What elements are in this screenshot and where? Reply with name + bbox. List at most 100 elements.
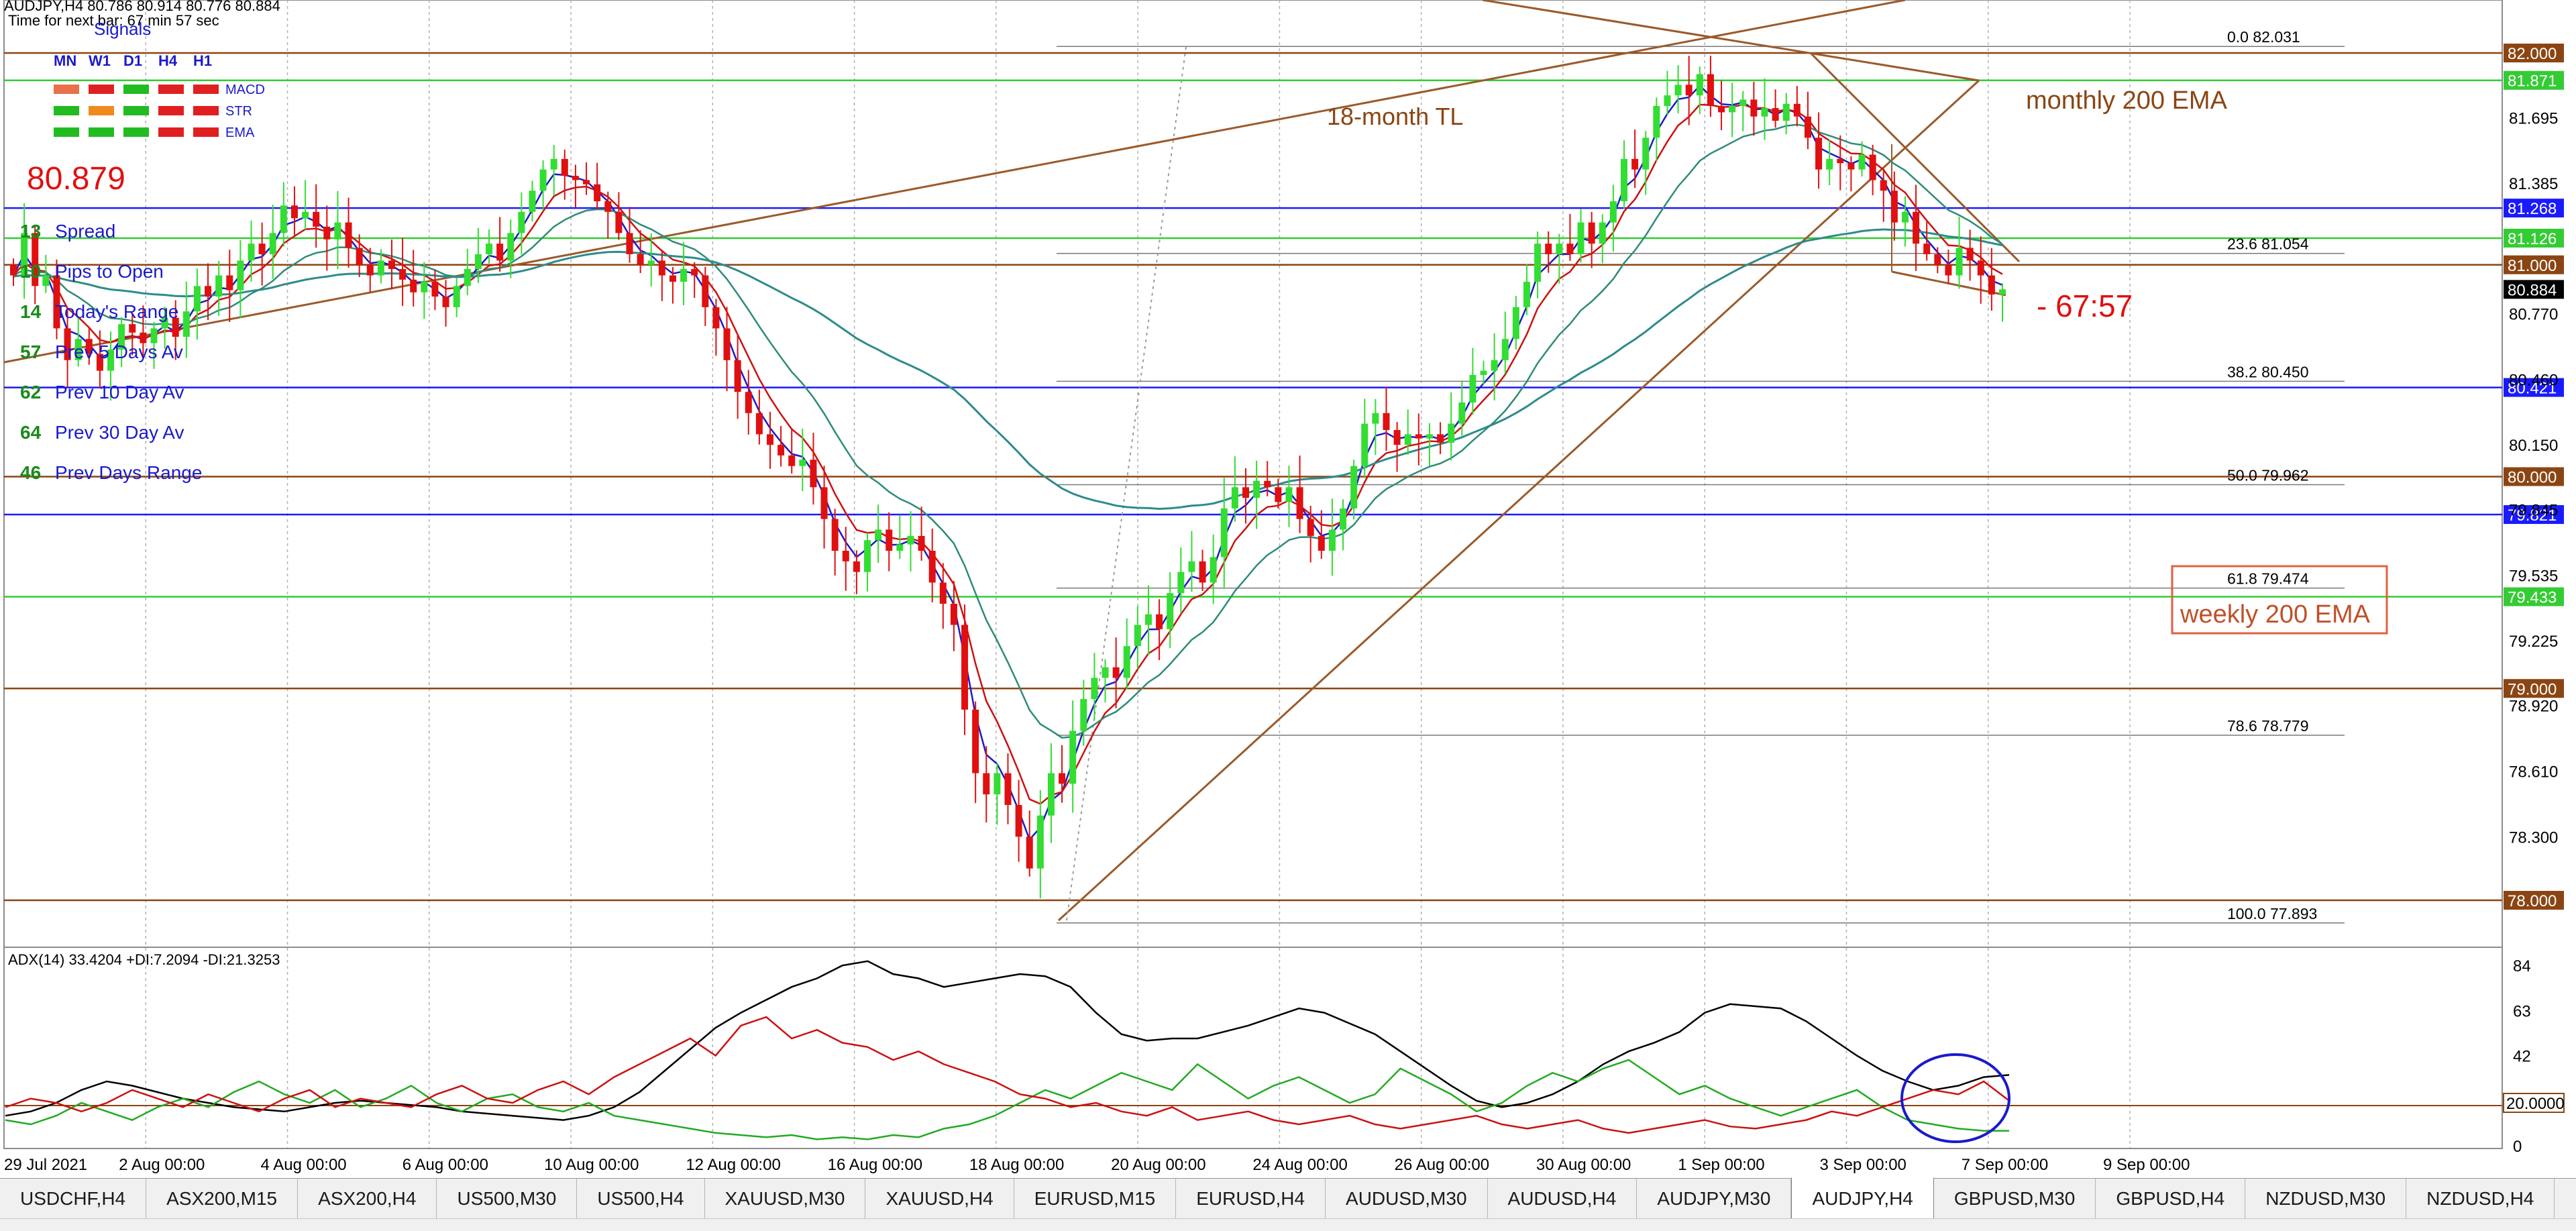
candle-body	[53, 275, 60, 329]
price-tick-label: 78.920	[2509, 698, 2558, 716]
candle-body	[1491, 360, 1498, 371]
chart-title: AUDJPY,H4 80.786 80.914 80.776 80.884	[4, 0, 280, 14]
symbol-tab-bar: USDCHF,H4 ASX200,M15 ASX200,H4 US500,M30 US5…	[0, 1177, 2576, 1219]
candle-body	[669, 275, 676, 282]
candle-body	[1112, 667, 1120, 678]
candle-body	[1318, 535, 1325, 551]
time-tick-label: 16 Aug 00:00	[828, 1156, 922, 1174]
adx-reference-tag	[2503, 1093, 2565, 1113]
price-tag-label: 80.000	[2508, 469, 2557, 487]
candle-body	[172, 317, 179, 337]
candle-body	[1534, 244, 1542, 282]
candle-body	[572, 176, 579, 180]
time-tick-label: 12 Aug 00:00	[686, 1156, 780, 1174]
candle-body	[1123, 646, 1130, 678]
candle-body	[994, 773, 1001, 795]
candle-body	[961, 625, 969, 710]
fib-level-label: 38.2 80.450	[2227, 363, 2309, 380]
candle-body	[1458, 402, 1466, 424]
candle-body	[799, 460, 806, 466]
candle-body	[1340, 508, 1347, 530]
candle-body	[1934, 254, 1941, 265]
candle-body	[1545, 244, 1552, 254]
signal-cell	[54, 85, 79, 94]
tab-symbol[interactable]: ASX200,H4	[298, 1179, 437, 1219]
candle-body	[410, 279, 417, 292]
trendline-rising	[1057, 79, 1980, 922]
info-value: 62	[20, 382, 41, 403]
candle-body	[637, 254, 644, 265]
tab-symbol[interactable]: NZDUSD,H4	[2406, 1179, 2555, 1219]
candle-body	[1923, 244, 1931, 254]
price-tag-label: 79.433	[2508, 589, 2557, 607]
chart-canvas[interactable]: 0.0 82.031 23.6 81.054 38.2 80.450 50.0 79.…	[0, 0, 2576, 1178]
candle-body	[723, 328, 731, 360]
tab-symbol[interactable]: US500,H4	[577, 1179, 705, 1219]
tab-symbol[interactable]: ASX200,M15	[146, 1179, 299, 1219]
time-tick-label: 26 Aug 00:00	[1395, 1156, 1489, 1174]
tab-symbol[interactable]: XAUUSD,H4	[865, 1179, 1014, 1219]
fibonacci-retracement: 0.0 82.031 23.6 81.054 38.2 80.450 50.0 79.…	[1057, 28, 2345, 924]
bar-countdown: - 67:57	[2037, 288, 2133, 323]
candle-body	[334, 222, 341, 239]
candle-body	[1837, 158, 1844, 164]
adx-tick-label: 42	[2513, 1048, 2531, 1066]
candle-body	[1167, 593, 1174, 629]
tab-symbol[interactable]: USDCHF,H4	[0, 1179, 147, 1219]
adx-pane[interactable]: ADX(14) 33.4204 +DI:7.2094 -DI:21.3253 8…	[3, 947, 2565, 1156]
tab-symbol[interactable]: AUDJPY,H4	[1791, 1177, 1934, 1219]
price-axis[interactable]: 82.000 81.871 81.268 81.126 81.000 80.884 80.4…	[2504, 44, 2564, 910]
candle-body	[1664, 95, 1671, 106]
tab-symbol[interactable]: NZDUSD,M30	[2245, 1179, 2407, 1219]
candle-body	[1880, 180, 1887, 191]
current-price: 80.879	[27, 161, 125, 197]
candle-body	[1059, 773, 1066, 784]
candle-body	[1188, 561, 1195, 572]
candle-body	[237, 260, 244, 290]
next-bar-timer: Time for next bar: 67 min 57 sec	[8, 12, 219, 29]
candle-body	[626, 233, 633, 254]
candle-body	[1890, 191, 1898, 223]
price-tag-label: 81.000	[2508, 257, 2557, 275]
price-pane[interactable]: 0.0 82.031 23.6 81.054 38.2 80.450 50.0 79.…	[3, 0, 2564, 1148]
signal-cell	[54, 127, 79, 137]
candle-body	[745, 392, 752, 413]
candle-body	[594, 184, 601, 202]
candle-body	[831, 519, 839, 551]
info-value: 14	[20, 301, 42, 322]
candle-body	[366, 264, 374, 276]
signals-rows: MACD STR EMA	[54, 83, 265, 140]
status-bar	[0, 1218, 2576, 1231]
price-tag	[2504, 505, 2564, 525]
tab-symbol[interactable]: AUDUSD,H4	[1488, 1179, 1638, 1219]
tab-symbol[interactable]: EURUSD,H4	[1176, 1179, 1326, 1219]
candle-body	[615, 211, 623, 233]
price-tag-label: 82.000	[2508, 45, 2557, 63]
candle-body	[1599, 222, 1606, 244]
tab-symbol[interactable]: GBPUSD,H4	[2096, 1179, 2246, 1219]
price-tick-label: 79.225	[2509, 633, 2558, 651]
fib-level-label: 0.0 82.031	[2227, 28, 2300, 46]
adx-tick-label: 63	[2513, 1002, 2531, 1020]
candlesticks	[10, 56, 2006, 899]
tab-symbol[interactable]: USI	[2555, 1179, 2576, 1219]
candle-body	[453, 286, 460, 307]
tab-symbol[interactable]: EURUSD,M15	[1014, 1179, 1177, 1219]
tab-symbol[interactable]: US500,M30	[437, 1179, 578, 1219]
price-tick-label: 79.845	[2509, 501, 2558, 519]
tab-symbol[interactable]: AUDUSD,M30	[1326, 1179, 1488, 1219]
candle-body	[1631, 158, 1639, 170]
price-tag	[2504, 199, 2564, 218]
tab-symbol[interactable]: XAUUSD,M30	[705, 1179, 866, 1219]
candle-body	[583, 180, 590, 184]
price-tick-label: 78.300	[2509, 828, 2558, 847]
candle-body	[1977, 260, 1984, 276]
candle-body	[248, 244, 255, 261]
candle-body	[258, 244, 266, 254]
info-label: Prev 5 Days Av	[55, 341, 183, 362]
price-tag-label: 81.268	[2508, 200, 2557, 218]
tab-symbol[interactable]: AUDJPY,M30	[1637, 1179, 1792, 1219]
tab-symbol[interactable]: GBPUSD,M30	[1934, 1179, 2096, 1219]
candle-body	[1999, 289, 2006, 295]
adx-pane-frame	[3, 947, 2503, 1149]
